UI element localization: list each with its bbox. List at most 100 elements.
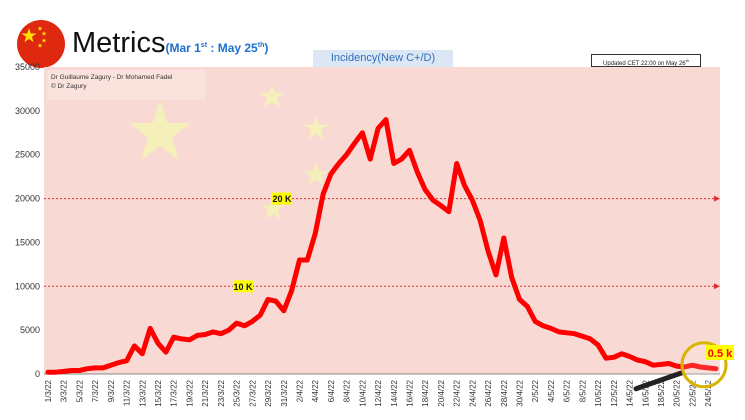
- data-point: [55, 371, 57, 373]
- x-tick-label: 25/3/22: [233, 379, 242, 406]
- data-point: [251, 320, 253, 322]
- data-point: [220, 333, 222, 335]
- x-tick-label: 16/4/22: [406, 379, 415, 406]
- x-tick-label: 22/4/22: [453, 379, 462, 406]
- data-point: [660, 363, 662, 365]
- data-point: [621, 353, 623, 355]
- y-tick-label: 5000: [20, 325, 40, 335]
- reference-label: 20 K: [272, 194, 292, 204]
- data-point: [495, 274, 497, 276]
- data-point: [589, 338, 591, 340]
- data-point: [401, 158, 403, 160]
- y-tick-label: 15000: [15, 237, 40, 247]
- data-point: [306, 259, 308, 261]
- x-tick-label: 30/4/22: [516, 379, 525, 406]
- series-layer: [45, 117, 719, 375]
- data-point: [165, 351, 167, 353]
- x-tick-label: 6/4/22: [327, 379, 336, 402]
- data-point: [385, 119, 387, 121]
- x-tick-label: 2/4/22: [295, 379, 304, 402]
- data-point: [369, 158, 371, 160]
- data-point: [526, 306, 528, 307]
- data-point: [377, 127, 379, 129]
- data-point: [283, 310, 285, 312]
- data-point: [550, 327, 552, 329]
- data-point: [78, 370, 80, 371]
- data-point: [157, 342, 159, 344]
- data-point: [456, 163, 458, 164]
- data-point: [189, 339, 190, 341]
- data-point: [503, 237, 505, 239]
- data-point: [432, 199, 434, 201]
- data-point: [228, 329, 230, 331]
- data-point: [487, 250, 489, 252]
- data-point: [212, 331, 214, 333]
- plot-area: [44, 67, 720, 374]
- reference-label-bg: [233, 280, 253, 293]
- subtitle-sup2: th: [257, 42, 265, 49]
- reference-arrow-icon: [714, 195, 720, 202]
- reference-label: 10 K: [233, 282, 253, 292]
- x-tick-label: 15/3/22: [154, 379, 163, 406]
- y-axis: 0 5000 10000 15000 20000 25000 30000 35000: [15, 62, 40, 379]
- x-tick-label: 22/5/22: [688, 379, 697, 406]
- x-tick-label: 12/5/22: [610, 379, 619, 406]
- data-point: [644, 361, 646, 363]
- reference-arrow-icon: [714, 283, 720, 290]
- small-star-icon: [261, 196, 285, 219]
- data-point: [613, 356, 615, 358]
- updated-timestamp: Updated CET 22:00 on May 26th: [591, 54, 701, 67]
- small-star-icon: [304, 162, 328, 185]
- data-point: [322, 193, 324, 195]
- data-point: [574, 333, 575, 335]
- data-point: [691, 364, 693, 366]
- data-point: [534, 320, 536, 322]
- x-tick-label: 23/3/22: [217, 379, 226, 406]
- data-point: [715, 368, 717, 370]
- x-tick-label: 10/4/22: [358, 379, 367, 406]
- data-point: [511, 277, 513, 278]
- data-point: [676, 365, 678, 367]
- x-tick-label: 20/5/22: [673, 379, 682, 406]
- x-tick-label: 2/5/22: [531, 379, 540, 402]
- data-point: [361, 132, 363, 134]
- credits-copyright: © Dr Zagury: [51, 83, 87, 90]
- small-star-icon: [260, 84, 284, 107]
- updated-sup: th: [685, 58, 689, 63]
- x-axis: 1/3/22 3/3/22 5/3/22 7/3/22 9/3/22 11/3/22 13/…: [44, 373, 720, 407]
- data-point: [707, 367, 709, 369]
- data-point: [542, 325, 544, 327]
- x-tick-label: 13/3/22: [138, 379, 147, 406]
- updated-text: Updated CET 22:00 on May 26: [603, 61, 686, 67]
- x-tick-label: 17/3/22: [170, 379, 179, 406]
- y-tick-label: 25000: [15, 150, 40, 160]
- x-tick-label: 4/4/22: [311, 379, 320, 402]
- data-point: [652, 364, 654, 366]
- data-point: [244, 325, 245, 327]
- subtitle-suffix: ): [264, 41, 269, 55]
- data-point: [63, 370, 65, 372]
- date-range-subtitle: (Mar 1st : May 25th): [165, 41, 268, 55]
- data-point: [118, 362, 120, 364]
- magnifier-handle-icon: [633, 370, 685, 392]
- x-tick-label: 31/3/22: [280, 379, 289, 406]
- data-point: [47, 371, 49, 373]
- x-tick-label: 26/4/22: [484, 379, 493, 406]
- flag-stars: [21, 26, 47, 48]
- data-point: [558, 331, 560, 333]
- magnifier-callout: 0.5 k: [633, 341, 734, 392]
- x-tick-label: 4/5/22: [547, 379, 556, 402]
- data-point: [314, 233, 316, 235]
- data-point: [354, 142, 355, 144]
- data-point: [424, 189, 426, 191]
- data-point: [464, 184, 465, 186]
- x-tick-label: 16/5/22: [641, 379, 650, 406]
- data-point: [94, 367, 96, 369]
- series-line: [45, 117, 719, 375]
- x-tick-label: 14/4/22: [390, 379, 399, 406]
- subtitle-mid: : May 25: [207, 41, 258, 55]
- x-tick-label: 14/5/22: [626, 379, 635, 406]
- data-point: [393, 163, 395, 164]
- x-tick-label: 27/3/22: [248, 379, 257, 406]
